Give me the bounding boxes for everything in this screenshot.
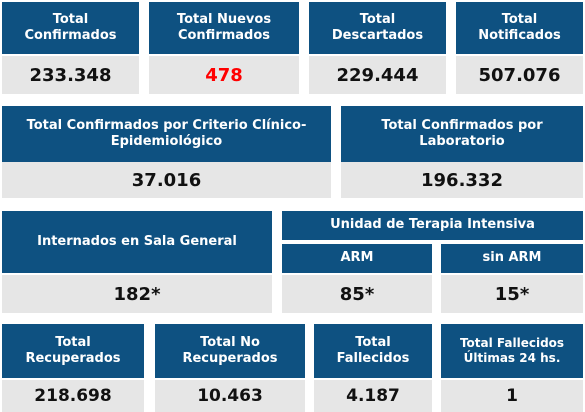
total-recuperados-card: Total Recuperados 218.698: [2, 324, 144, 412]
card-value: 233.348: [2, 56, 139, 94]
card-title: Total Notificados: [456, 2, 583, 54]
criterio-clinico-card: Total Confirmados por Criterio Clínico- …: [2, 106, 331, 198]
total-descartados-card: Total Descartados 229.444: [309, 2, 446, 94]
card-title: ARM: [282, 244, 432, 273]
uti-header: Unidad de Terapia Intensiva: [282, 211, 583, 240]
fallecidos-24hs-card: Total Fallecidos Últimas 24 hs. 1: [441, 324, 583, 412]
card-title: Total Fallecidos: [314, 324, 432, 378]
card-title: sin ARM: [441, 244, 583, 273]
card-title: Total Descartados: [309, 2, 446, 54]
total-fallecidos-card: Total Fallecidos 4.187: [314, 324, 432, 412]
card-title: Internados en Sala General: [2, 211, 272, 273]
card-title: Total Confirmados: [2, 2, 139, 54]
card-value: 229.444: [309, 56, 446, 94]
card-title: Total No Recuperados: [155, 324, 305, 378]
uti-arm-card: ARM 85*: [282, 244, 432, 313]
card-value: 1: [441, 380, 583, 412]
card-value: 218.698: [2, 380, 144, 412]
total-nuevos-confirmados-card: Total Nuevos Confirmados 478: [149, 2, 299, 94]
total-no-recuperados-card: Total No Recuperados 10.463: [155, 324, 305, 412]
total-notificados-card: Total Notificados 507.076: [456, 2, 583, 94]
card-value: 196.332: [341, 162, 583, 198]
total-confirmados-card: Total Confirmados 233.348: [2, 2, 139, 94]
card-value: 478: [149, 56, 299, 94]
laboratorio-card: Total Confirmados por Laboratorio 196.33…: [341, 106, 583, 198]
card-value: 10.463: [155, 380, 305, 412]
card-value: 4.187: [314, 380, 432, 412]
card-title: Total Confirmados por Criterio Clínico- …: [2, 106, 331, 162]
card-title: Total Recuperados: [2, 324, 144, 378]
card-value: 37.016: [2, 162, 331, 198]
card-value: 85*: [282, 275, 432, 313]
uti-sin-arm-card: sin ARM 15*: [441, 244, 583, 313]
card-value: 15*: [441, 275, 583, 313]
card-value: 182*: [2, 275, 272, 313]
card-value: 507.076: [456, 56, 583, 94]
uti-title: Unidad de Terapia Intensiva: [282, 211, 583, 240]
card-title: Total Confirmados por Laboratorio: [341, 106, 583, 162]
sala-general-card: Internados en Sala General 182*: [2, 211, 272, 313]
card-title: Total Nuevos Confirmados: [149, 2, 299, 54]
card-title: Total Fallecidos Últimas 24 hs.: [441, 324, 583, 378]
